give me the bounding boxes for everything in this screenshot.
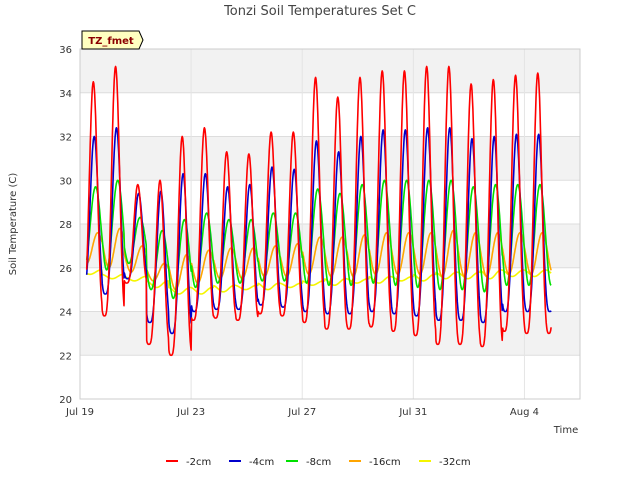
plot-band xyxy=(80,92,580,137)
legend-label: -32cm xyxy=(439,457,471,468)
tag-badge-shape xyxy=(81,30,144,50)
series-line-minus-2cm xyxy=(85,65,552,357)
y-tick-label: 32 xyxy=(59,133,72,144)
y-axis-label: Soil Temperature (C) xyxy=(8,173,19,276)
x-tick-label: Jul 23 xyxy=(176,407,205,418)
y-tick-label: 34 xyxy=(59,89,72,100)
y-tick-label: 28 xyxy=(59,220,72,231)
y-tick-label: 20 xyxy=(59,395,72,406)
tag-badge: TZ_fmet xyxy=(81,30,144,50)
x-tick-label: Aug 4 xyxy=(510,407,539,418)
y-tick-label: 26 xyxy=(59,264,72,275)
legend-label: -2cm xyxy=(186,457,211,468)
legend: -2cm -4cm -8cm -16cm -32cm xyxy=(166,457,471,468)
series-layer xyxy=(85,65,552,357)
legend-label: -4cm xyxy=(249,457,274,468)
plot-band-shaded xyxy=(80,136,580,181)
tag-badge-label: TZ_fmet xyxy=(88,36,134,47)
plot-band xyxy=(80,180,580,224)
y-tick-label: 22 xyxy=(59,351,72,362)
y-tick-label: 30 xyxy=(59,176,72,187)
x-tick-label: Jul 19 xyxy=(65,407,94,418)
plot-band xyxy=(80,355,580,399)
x-axis-label: Time xyxy=(553,425,578,436)
legend-label: -8cm xyxy=(306,457,331,468)
x-tick-label: Jul 31 xyxy=(398,407,427,418)
y-tick-label: 24 xyxy=(59,308,72,319)
legend-label: -16cm xyxy=(369,457,401,468)
chart-title: Tonzi Soil Temperatures Set C xyxy=(223,4,416,19)
y-tick-label: 36 xyxy=(59,45,72,56)
y-axis-ticks: 20 22 24 26 28 30 32 34 36 xyxy=(59,45,72,406)
plot-band-shaded xyxy=(80,49,580,93)
series-line-minus-32cm xyxy=(86,269,552,295)
x-tick-label: Jul 27 xyxy=(287,407,316,418)
x-axis-ticks: Jul 19 Jul 23 Jul 27 Jul 31 Aug 4 xyxy=(65,407,539,418)
plot-frame xyxy=(79,48,581,400)
